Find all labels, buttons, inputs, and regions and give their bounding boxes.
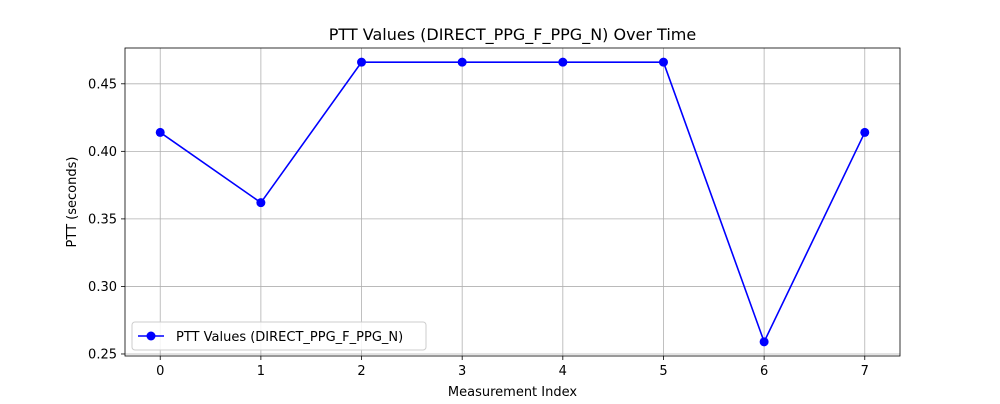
- axes: 0 1 2 3 4 5 6 7 0.25 0.30 0.35 0.40 0.45: [88, 47, 901, 379]
- grid-lines: [125, 48, 900, 356]
- data-point-marker: [357, 57, 367, 67]
- data-point-marker: [860, 127, 870, 137]
- legend-marker-swatch: [146, 331, 156, 341]
- x-tick-label: 7: [861, 364, 869, 379]
- legend-label: PTT Values (DIRECT_PPG_F_PPG_N): [176, 330, 403, 345]
- x-tick-label: 4: [559, 364, 567, 379]
- x-tick-label: 1: [257, 364, 265, 379]
- series-line: [159, 61, 866, 344]
- plot-frame: [124, 47, 901, 357]
- x-tick-label: 3: [458, 364, 466, 379]
- legend: PTT Values (DIRECT_PPG_F_PPG_N): [131, 321, 427, 351]
- data-point-marker: [256, 198, 266, 208]
- x-tick-label: 0: [156, 364, 164, 379]
- y-tick-label: 0.25: [88, 347, 117, 362]
- data-point-marker: [558, 57, 568, 67]
- data-point-marker: [759, 337, 769, 347]
- y-tick-label: 0.45: [88, 77, 117, 92]
- x-tick-label: 6: [760, 364, 768, 379]
- y-tick-label: 0.30: [88, 280, 117, 295]
- x-tick-label: 2: [357, 364, 365, 379]
- y-axis-label: PTT (seconds): [65, 157, 80, 248]
- x-tick-label: 5: [659, 364, 667, 379]
- legend-frame: [131, 321, 427, 351]
- data-point-marker: [155, 127, 165, 137]
- data-point-marker: [457, 57, 467, 67]
- y-tick-label: 0.35: [88, 212, 117, 227]
- y-tick-label: 0.40: [88, 145, 117, 160]
- x-axis-label: Measurement Index: [448, 385, 577, 400]
- chart-title: PTT Values (DIRECT_PPG_F_PPG_N) Over Tim…: [329, 25, 696, 45]
- series-lines: [155, 57, 870, 347]
- data-point-marker: [658, 57, 668, 67]
